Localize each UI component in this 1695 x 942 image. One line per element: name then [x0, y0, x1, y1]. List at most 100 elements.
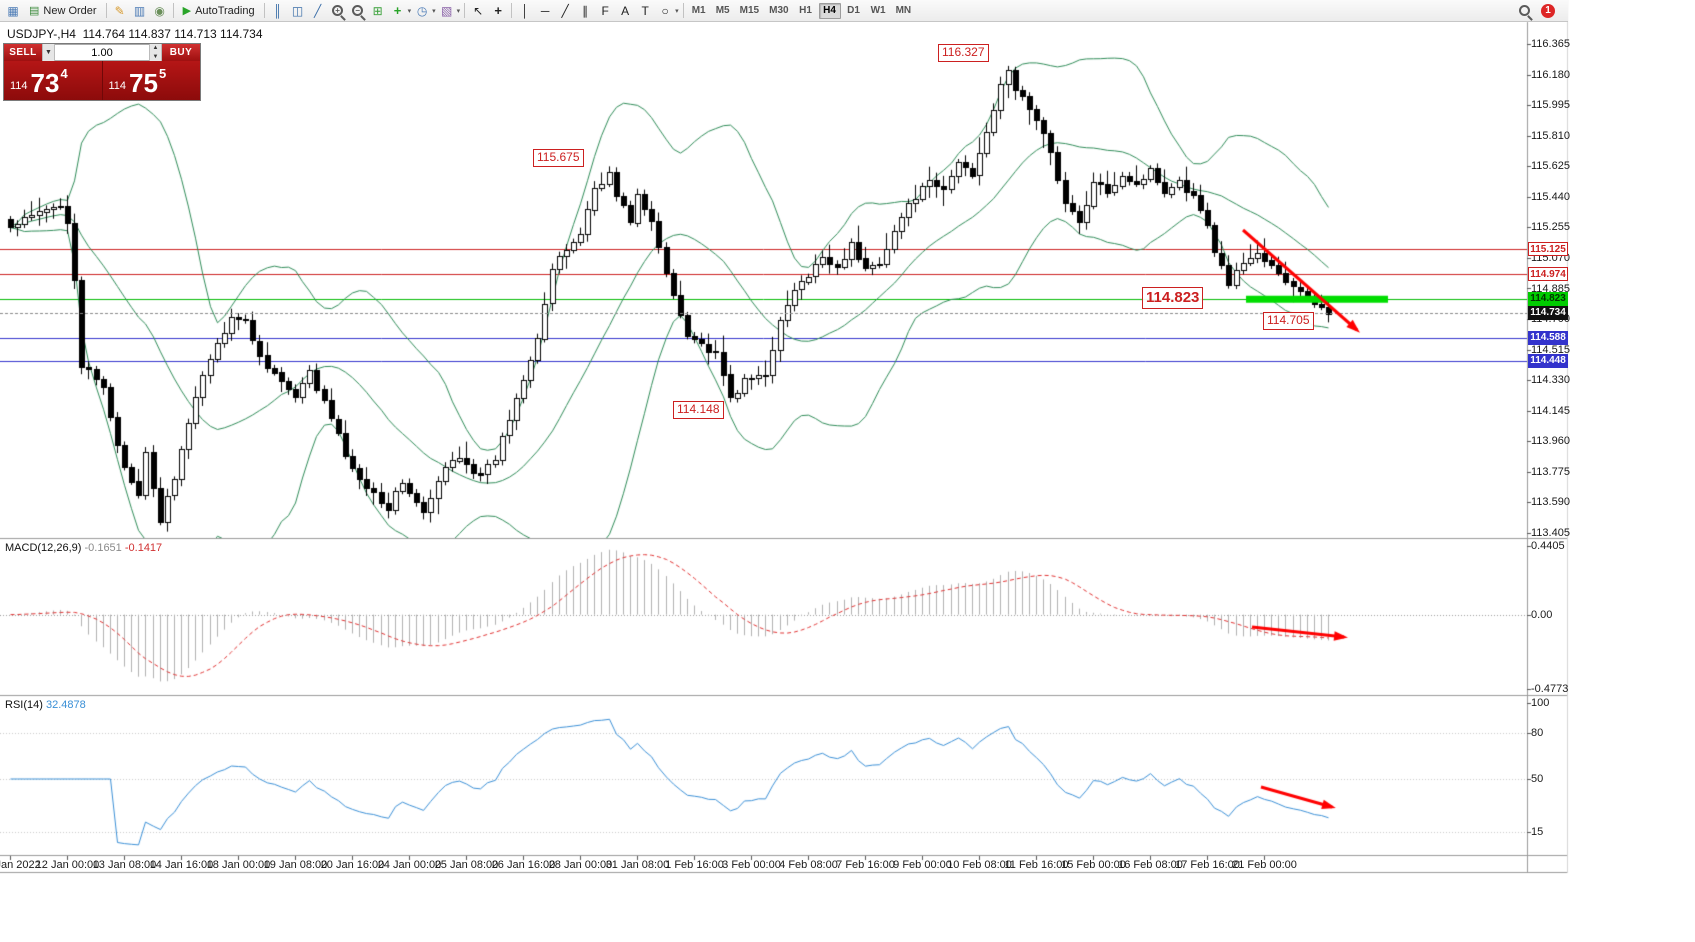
channel-icon[interactable]: ∥ [582, 3, 589, 18]
toolbar-separator [464, 3, 466, 18]
vertical-line-icon[interactable]: │ [521, 3, 529, 18]
time-axis-label: 10 Feb 08:00 [947, 859, 1012, 871]
macd-main-value: -0.1651 [84, 542, 122, 554]
chart-window-icon[interactable]: ▦ [7, 3, 19, 18]
candlestick-chart-icon[interactable]: ◫ [291, 3, 304, 18]
price-annotation[interactable]: 116.327 [938, 44, 989, 62]
new-order-button[interactable]: ▤ New Order [29, 4, 97, 18]
cursor-icon[interactable]: ↖ [473, 3, 484, 18]
sell-price-figure: 114 [10, 80, 28, 92]
trendline-icon[interactable]: ╱ [561, 3, 569, 18]
time-axis-label: 12 Jan 00:00 [35, 859, 100, 871]
time-axis-label: 9 Feb 00:00 [893, 859, 952, 871]
toolbar-separator [263, 3, 265, 18]
time-axis-label: 18 Jan 00:00 [206, 859, 271, 871]
rsi-name: RSI(14) [5, 699, 43, 711]
time-axis-label: 19 Jan 08:00 [263, 859, 328, 871]
time-axis-label: 17 Feb 16:00 [1175, 859, 1240, 871]
macd-label: MACD(12,26,9) -0.1651 -0.1417 [5, 542, 162, 554]
zoom-out-icon: − [352, 5, 364, 16]
time-axis-label: 31 Jan 08:00 [605, 859, 670, 871]
toolbar-right: 1 [1514, 2, 1565, 20]
volume-down-icon[interactable]: ▼ [152, 53, 159, 60]
time-axis-label: 28 Jan 00:00 [548, 859, 613, 871]
search-icon[interactable] [1514, 2, 1534, 20]
zoom-in-icon[interactable]: + [328, 2, 348, 20]
fibonacci-icon[interactable]: F [601, 3, 609, 18]
autotrading-button[interactable]: ▶ AutoTrading [182, 4, 255, 18]
indicators-dropdown-caret[interactable]: ▾ [407, 7, 412, 15]
buy-price-pip: 5 [158, 66, 167, 81]
volume-spinner[interactable]: ▲ ▼ [149, 44, 162, 61]
one-click-prices: 114 73 4 114 75 5 [4, 61, 200, 100]
toolbar-left: ▦ ▤ New Order ✎ ▥ ◉ ▶ AutoTrading ║ ◫ ╱ + − ⊞ + ▾ ◷ ▾ ▧ ▾ ↖ +… [3, 0, 916, 21]
time-axis-label: 26 Jan 16:00 [491, 859, 556, 871]
notification-badge[interactable]: 1 [1541, 3, 1555, 18]
templates-dropdown-caret[interactable]: ▾ [456, 7, 461, 15]
buy-price-display[interactable]: 114 75 5 [101, 61, 201, 100]
text-icon[interactable]: A [621, 3, 630, 18]
time-axis-label: 4 Feb 08:00 [779, 859, 838, 871]
macd-signal-value: -0.1417 [124, 542, 163, 554]
time-axis-label: 14 Jan 16:00 [149, 859, 214, 871]
sell-price-pip: 4 [60, 66, 68, 81]
one-click-order-row: SELL ▼ 1.00 ▲ ▼ BUY [4, 44, 200, 61]
timeframe-button-w1[interactable]: W1 [870, 5, 886, 16]
timeframe-button-h1[interactable]: H1 [799, 5, 812, 16]
toolbar-separator [682, 3, 684, 18]
periods-icon[interactable]: ◷ [416, 3, 428, 18]
navigator-icon[interactable]: ◉ [154, 3, 165, 18]
macd-name: MACD(12,26,9) [5, 542, 82, 554]
zoom-in-icon: + [332, 5, 344, 16]
buy-button[interactable]: BUY [162, 44, 200, 61]
order-options-dropdown[interactable]: ▼ [42, 44, 55, 61]
volume-input[interactable]: 1.00 [55, 44, 149, 61]
zoom-out-icon[interactable]: − [348, 2, 368, 20]
timeframe-button-d1[interactable]: D1 [847, 5, 860, 16]
shapes-dropdown-caret[interactable]: ▾ [675, 7, 679, 15]
chart-ohlc-info: USDJPY-,H4 114.764 114.837 114.713 114.7… [7, 27, 263, 41]
buy-price-main: 75 [129, 68, 158, 98]
price-annotation[interactable]: 114.148 [673, 401, 724, 419]
rsi-value: 32.4878 [45, 699, 86, 711]
time-axis-label: 15 Feb 00:00 [1061, 859, 1126, 871]
tile-windows-icon[interactable]: ⊞ [372, 3, 383, 18]
timeframe-button-m15[interactable]: M15 [739, 5, 760, 16]
metaeditor-icon[interactable]: ✎ [114, 3, 125, 18]
templates-icon[interactable]: ▧ [440, 3, 453, 18]
timeframe-button-h4[interactable]: H4 [818, 2, 841, 19]
time-axis-label: 13 Jan 08:00 [92, 859, 157, 871]
timeframe-button-mn[interactable]: MN [895, 5, 912, 16]
one-click-trading-panel: SELL ▼ 1.00 ▲ ▼ BUY 114 73 4 114 75 5 [4, 44, 200, 100]
price-annotation[interactable]: 115.675 [533, 149, 584, 167]
indicators-icon[interactable]: + [393, 3, 402, 18]
sell-price-main: 73 [30, 68, 60, 98]
bar-chart-icon[interactable]: ║ [273, 3, 282, 18]
volume-up-icon[interactable]: ▲ [152, 45, 159, 51]
time-axis-label: 16 Feb 08:00 [1118, 859, 1183, 871]
time-axis-label: 24 Jan 00:00 [377, 859, 442, 871]
timeframe-button-m5[interactable]: M5 [715, 5, 730, 16]
time-axis-label: 21 Feb 00:00 [1232, 859, 1297, 871]
shapes-icon[interactable]: ○ [661, 3, 669, 18]
timeframe-button-m30[interactable]: M30 [769, 5, 789, 16]
time-axis-label: 12 Jan 2022 [0, 859, 41, 871]
market-watch-icon[interactable]: ▥ [133, 3, 146, 18]
price-annotation[interactable]: 114.823 [1142, 287, 1204, 309]
toolbar: ▦ ▤ New Order ✎ ▥ ◉ ▶ AutoTrading ║ ◫ ╱ + − ⊞ + ▾ ◷ ▾ ▧ ▾ ↖ +… [0, 0, 1568, 22]
sell-button[interactable]: SELL [4, 44, 42, 61]
rsi-label: RSI(14) 32.4878 [5, 699, 86, 711]
line-chart-icon[interactable]: ╱ [313, 3, 322, 18]
text-label-icon[interactable]: T [641, 3, 649, 18]
time-axis-label: 7 Feb 16:00 [836, 859, 895, 871]
time-axis-label: 3 Feb 00:00 [722, 859, 781, 871]
horizontal-line-icon[interactable]: ─ [540, 3, 550, 18]
periods-dropdown-caret[interactable]: ▾ [432, 7, 436, 15]
sell-price-display[interactable]: 114 73 4 [4, 61, 102, 100]
price-annotation[interactable]: 114.705 [1263, 312, 1314, 330]
toolbar-separator [105, 3, 107, 18]
timeframe-button-m1[interactable]: M1 [691, 5, 706, 16]
crosshair-icon[interactable]: + [494, 3, 502, 18]
